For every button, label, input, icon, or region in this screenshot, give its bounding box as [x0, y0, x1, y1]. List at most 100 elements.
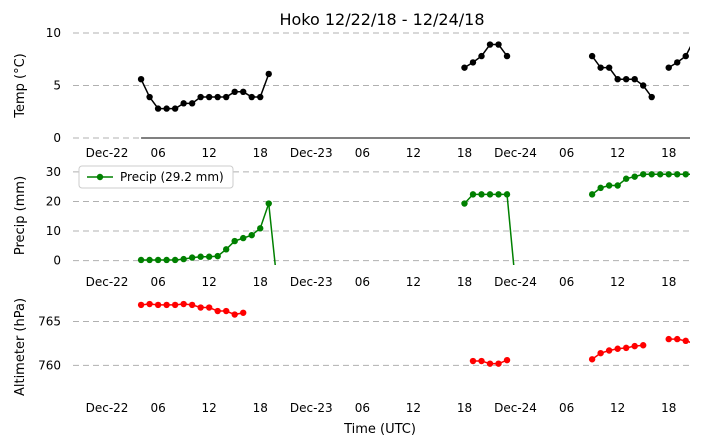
data-point	[605, 347, 613, 354]
x-tick-label: 12	[406, 401, 421, 415]
y-axis-label: Altimeter (hPa)	[13, 298, 28, 396]
x-tick-label: 06	[150, 401, 165, 415]
y-tick-label: 10	[46, 26, 61, 40]
x-tick-label: 12	[610, 146, 625, 160]
data-point	[700, 171, 704, 177]
data-point	[605, 182, 613, 189]
data-point	[197, 93, 204, 101]
data-point	[657, 171, 664, 178]
data-point	[163, 105, 170, 112]
data-point	[691, 340, 697, 346]
x-tick-label: 12	[202, 401, 217, 415]
data-point	[614, 182, 621, 189]
x-tick-label: 18	[457, 401, 472, 415]
x-tick-label: Dec-24	[494, 401, 537, 415]
x-tick-label: 12	[610, 275, 625, 289]
data-point	[648, 93, 655, 101]
data-point	[691, 171, 697, 177]
y-tick-label: 5	[53, 79, 61, 93]
x-tick-label: Dec-24	[494, 146, 537, 160]
data-point	[631, 342, 638, 350]
data-point	[137, 301, 145, 309]
data-point	[137, 76, 145, 83]
data-point	[461, 64, 468, 71]
data-point	[622, 76, 630, 83]
data-point	[648, 171, 655, 178]
data-point	[146, 256, 153, 264]
data-point	[503, 356, 511, 364]
data-point	[205, 304, 213, 311]
panel-3: 760 765 Altimeter (hPa) Dec-22 06 12 18 Dec-23 0…	[13, 298, 697, 415]
data-point	[478, 357, 485, 365]
data-point	[614, 76, 621, 83]
data-point	[631, 173, 638, 180]
data-point	[674, 59, 681, 66]
data-point	[597, 349, 604, 357]
y-tick-label: 30	[46, 165, 61, 179]
data-point	[691, 36, 697, 42]
data-point	[665, 64, 672, 71]
y-tick-label: 10	[46, 224, 61, 238]
x-tick-label: 18	[457, 146, 472, 160]
data-point	[665, 171, 672, 178]
x-tick-label: Dec-22	[86, 401, 129, 415]
x-tick-label: Dec-24	[494, 275, 537, 289]
data-point	[674, 335, 681, 343]
data-point	[231, 237, 238, 245]
data-point	[137, 256, 145, 264]
data-point	[469, 191, 477, 198]
data-point	[205, 93, 213, 101]
x-tick-label: Dec-23	[290, 275, 333, 289]
data-point	[146, 93, 153, 101]
data-point	[486, 360, 494, 367]
x-tick-label: 12	[406, 275, 421, 289]
data-point	[188, 254, 196, 261]
x-tick-label: 12	[202, 275, 217, 289]
data-point	[214, 252, 221, 260]
x-tick-label: 06	[150, 146, 165, 160]
data-point	[674, 171, 681, 178]
data-point	[469, 59, 477, 66]
data-point	[682, 337, 689, 345]
data-point	[639, 342, 647, 349]
y-tick-label: 20	[46, 194, 61, 208]
data-point	[171, 256, 179, 264]
x-axis-label: Time (UTC)	[343, 422, 416, 437]
panel-2: 0 10 20 30 Precip (mm) Dec-22 06 12 18 Dec-23 06 12…	[13, 165, 704, 289]
x-tick-label: Dec-23	[290, 146, 333, 160]
data-point	[265, 70, 272, 78]
legend-box	[78, 165, 234, 189]
data-point	[222, 307, 230, 315]
x-tick-label: Dec-22	[86, 146, 129, 160]
legend: Precip (29.2 mm)	[78, 165, 234, 189]
data-point	[205, 253, 213, 260]
legend-label: Precip (29.2 mm)	[120, 170, 224, 184]
series-line	[141, 203, 276, 265]
data-point	[240, 88, 247, 96]
series-line	[463, 193, 515, 265]
data-point	[478, 52, 485, 60]
data-point	[605, 64, 613, 71]
data-point	[588, 356, 596, 363]
series-line	[140, 73, 270, 110]
data-point	[171, 105, 179, 112]
x-tick-label: 06	[559, 401, 574, 415]
x-tick-label: 18	[253, 275, 268, 289]
data-point	[461, 200, 468, 207]
x-tick-label: 18	[661, 146, 676, 160]
panel-1: 0 5 10 Temp (°C) Dec-22 06 12 18 Dec-23 06 12 18 Dec…	[13, 26, 697, 160]
data-point	[682, 52, 689, 60]
data-point	[495, 191, 502, 198]
chart-title: Hoko 12/22/18 - 12/24/18	[279, 10, 484, 29]
data-point	[588, 52, 596, 60]
series-group	[137, 171, 704, 265]
y-axis-label: Precip (mm)	[13, 176, 28, 255]
data-point	[486, 191, 494, 198]
x-tick-label: 06	[355, 401, 370, 415]
data-point	[154, 105, 162, 112]
data-point	[622, 175, 630, 182]
data-point	[214, 93, 221, 101]
data-point	[486, 41, 494, 48]
data-point	[495, 41, 502, 48]
data-point	[188, 301, 196, 309]
